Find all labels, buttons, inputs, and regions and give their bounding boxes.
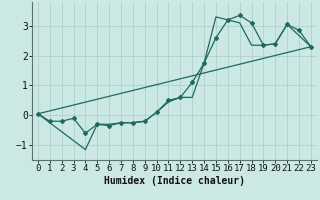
X-axis label: Humidex (Indice chaleur): Humidex (Indice chaleur): [104, 176, 245, 186]
